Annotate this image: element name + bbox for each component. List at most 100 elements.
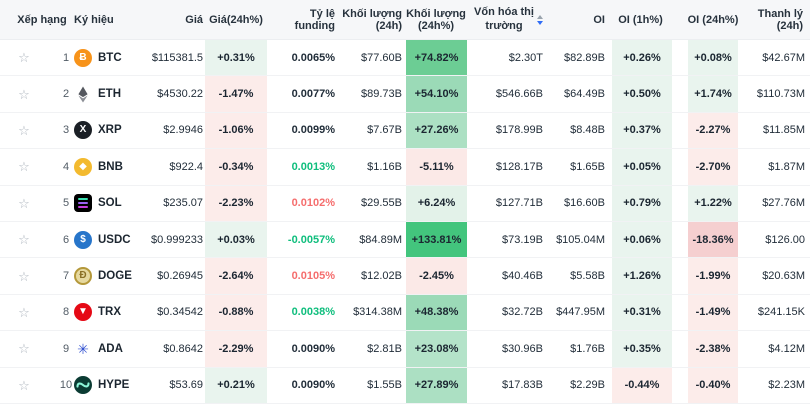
favorite-cell: ☆ (0, 258, 48, 293)
table-row[interactable]: ☆ 5 SOL $235.07 -2.23% 0.0102% $29.55B +… (0, 185, 810, 222)
column-header-symbol[interactable]: Ký hiệu (74, 14, 114, 26)
favorite-star-icon[interactable]: ☆ (18, 232, 30, 248)
table-row[interactable]: ☆ 2 ETH $4530.22 -1.47% 0.0077% $89.73B … (0, 76, 810, 113)
price-change-cell: -1.06% (205, 112, 267, 149)
market-cap-cell: $546.66B (495, 88, 543, 101)
oi-cell: $5.58B (570, 270, 605, 283)
favorite-star-icon[interactable]: ☆ (18, 195, 30, 211)
market-cap-cell: $73.19B (502, 233, 543, 246)
column-header-oi-1h[interactable]: OI (1h%) (618, 14, 663, 26)
price-change-cell: -2.64% (205, 258, 267, 294)
oi-1h-cell: +0.35% (607, 331, 674, 367)
favorite-star-icon[interactable]: ☆ (18, 159, 30, 175)
column-header-price-change[interactable]: Giá(24h%) (209, 14, 263, 26)
volume-change-cell: -5.11% (404, 149, 468, 185)
table-row[interactable]: ☆ 3 X XRP $2.9946 -1.06% 0.0099% $7.67B … (0, 112, 810, 150)
table-row[interactable]: ☆ 7 Ð DOGE $0.26945 -2.64% 0.0105% $12.0… (0, 258, 810, 295)
hype-icon (74, 376, 92, 395)
symbol-label: BNB (98, 160, 123, 173)
symbol-cell[interactable]: X XRP (74, 113, 145, 148)
symbol-cell[interactable]: $ USDC (74, 222, 145, 257)
volume-change-cell: +23.08% (404, 331, 468, 367)
volume-24h-cell: $77.60B (361, 51, 402, 64)
oi-24h-cell: -2.38% (674, 331, 740, 367)
oi-24h-cell: -18.36% (674, 221, 740, 258)
market-cap-cell: $32.72B (502, 306, 543, 319)
favorite-star-icon[interactable]: ☆ (18, 268, 30, 284)
oi-24h-cell: +1.74% (674, 76, 740, 112)
price-cell: $0.26945 (157, 270, 203, 283)
table-row[interactable]: ☆ 6 $ USDC $0.999233 +0.03% -0.0057% $84… (0, 221, 810, 259)
symbol-cell[interactable]: Ð DOGE (74, 258, 145, 293)
rank-cell: 1 (62, 51, 70, 64)
favorite-star-icon[interactable]: ☆ (18, 122, 30, 138)
table-row[interactable]: ☆ 10 HYPE $53.69 +0.21% 0.0090% $1.55B +… (0, 367, 810, 404)
column-header-market-cap[interactable]: Vốn hóa thị trường (468, 0, 545, 40)
column-header-rank[interactable]: Xếp hạng (17, 14, 67, 26)
symbol-cell[interactable]: ▼ TRX (74, 295, 145, 330)
oi-1h-cell: +1.26% (607, 258, 674, 294)
sort-asc-icon (537, 15, 543, 19)
oi-cell: $16.60B (564, 197, 605, 210)
bnb-icon: ◆ (74, 157, 92, 176)
symbol-cell[interactable]: HYPE (74, 368, 145, 403)
sort-icon (537, 15, 543, 25)
favorite-star-icon[interactable]: ☆ (18, 86, 30, 102)
oi-cell: $82.89B (564, 51, 605, 64)
price-cell: $0.8642 (163, 342, 203, 355)
column-header-funding-rate[interactable]: Tỷ lệ funding (294, 8, 335, 32)
symbol-cell[interactable]: ◆ BNB (74, 149, 145, 184)
oi-cell: $447.95M (556, 306, 605, 319)
liquidation-cell: $27.76M (762, 197, 805, 210)
favorite-cell: ☆ (0, 186, 48, 221)
oi-1h-cell: +0.50% (607, 76, 674, 112)
table-row[interactable]: ☆ 8 ▼ TRX $0.34542 -0.88% 0.0038% $314.3… (0, 294, 810, 332)
market-cap-label: Vốn hóa thị trường (474, 6, 534, 32)
column-header-volume-24h[interactable]: Khối lượng (24h) (342, 8, 402, 32)
column-header-oi-24h[interactable]: OI (24h%) (687, 14, 739, 26)
oi-24h-cell: -0.40% (674, 367, 740, 403)
volume-24h-cell: $29.55B (361, 197, 402, 210)
symbol-label: TRX (98, 306, 121, 319)
column-header-liquidation[interactable]: Thanh lý (24h) (757, 8, 803, 32)
price-cell: $0.999233 (151, 233, 203, 246)
symbol-cell[interactable]: Ƀ BTC (74, 40, 145, 75)
table-header: Xếp hạng Ký hiệu Giá Giá(24h%) Tỷ lệ fun… (0, 0, 810, 40)
market-cap-cell: $2.30T (508, 51, 543, 64)
symbol-cell[interactable]: ETH (74, 76, 145, 111)
symbol-label: DOGE (98, 270, 132, 283)
favorite-star-icon[interactable]: ☆ (18, 341, 30, 357)
liquidation-cell: $42.67M (762, 51, 805, 64)
oi-1h-cell: +0.31% (607, 294, 674, 331)
favorite-star-icon[interactable]: ☆ (18, 377, 30, 393)
symbol-cell[interactable]: ✳ ADA (74, 331, 145, 366)
column-header-volume-change[interactable]: Khối lượng (24h%) (406, 8, 466, 32)
volume-change-cell: +48.38% (404, 294, 468, 331)
price-cell: $922.4 (169, 160, 203, 173)
symbol-cell[interactable]: SOL (74, 186, 145, 221)
column-header-price[interactable]: Giá (185, 14, 203, 26)
price-change-cell: +0.31% (205, 40, 267, 76)
table-body: ☆ 1 Ƀ BTC $115381.5 +0.31% 0.0065% $77.6… (0, 40, 810, 404)
symbol-label: HYPE (98, 379, 130, 392)
market-cap-cell: $127.71B (495, 197, 543, 210)
rank-cell: 5 (62, 197, 70, 210)
doge-icon: Ð (74, 267, 92, 286)
symbol-label: ADA (98, 342, 123, 355)
price-change-cell: -2.29% (205, 331, 267, 367)
table-row[interactable]: ☆ 4 ◆ BNB $922.4 -0.34% 0.0013% $1.16B -… (0, 149, 810, 186)
table-row[interactable]: ☆ 1 Ƀ BTC $115381.5 +0.31% 0.0065% $77.6… (0, 40, 810, 77)
favorite-star-icon[interactable]: ☆ (18, 50, 30, 66)
column-header-oi[interactable]: OI (593, 14, 605, 26)
favorite-cell: ☆ (0, 149, 48, 184)
favorite-cell: ☆ (0, 368, 48, 403)
favorite-star-icon[interactable]: ☆ (18, 304, 30, 320)
xrp-icon: X (74, 121, 92, 140)
ada-icon: ✳ (77, 340, 89, 357)
volume-change-cell: +27.26% (404, 112, 468, 149)
table-row[interactable]: ☆ 9 ✳ ADA $0.8642 -2.29% 0.0090% $2.81B … (0, 331, 810, 368)
sort-desc-icon (537, 21, 543, 25)
price-cell: $2.9946 (163, 124, 203, 137)
oi-cell: $1.76B (570, 342, 605, 355)
volume-24h-cell: $12.02B (361, 270, 402, 283)
